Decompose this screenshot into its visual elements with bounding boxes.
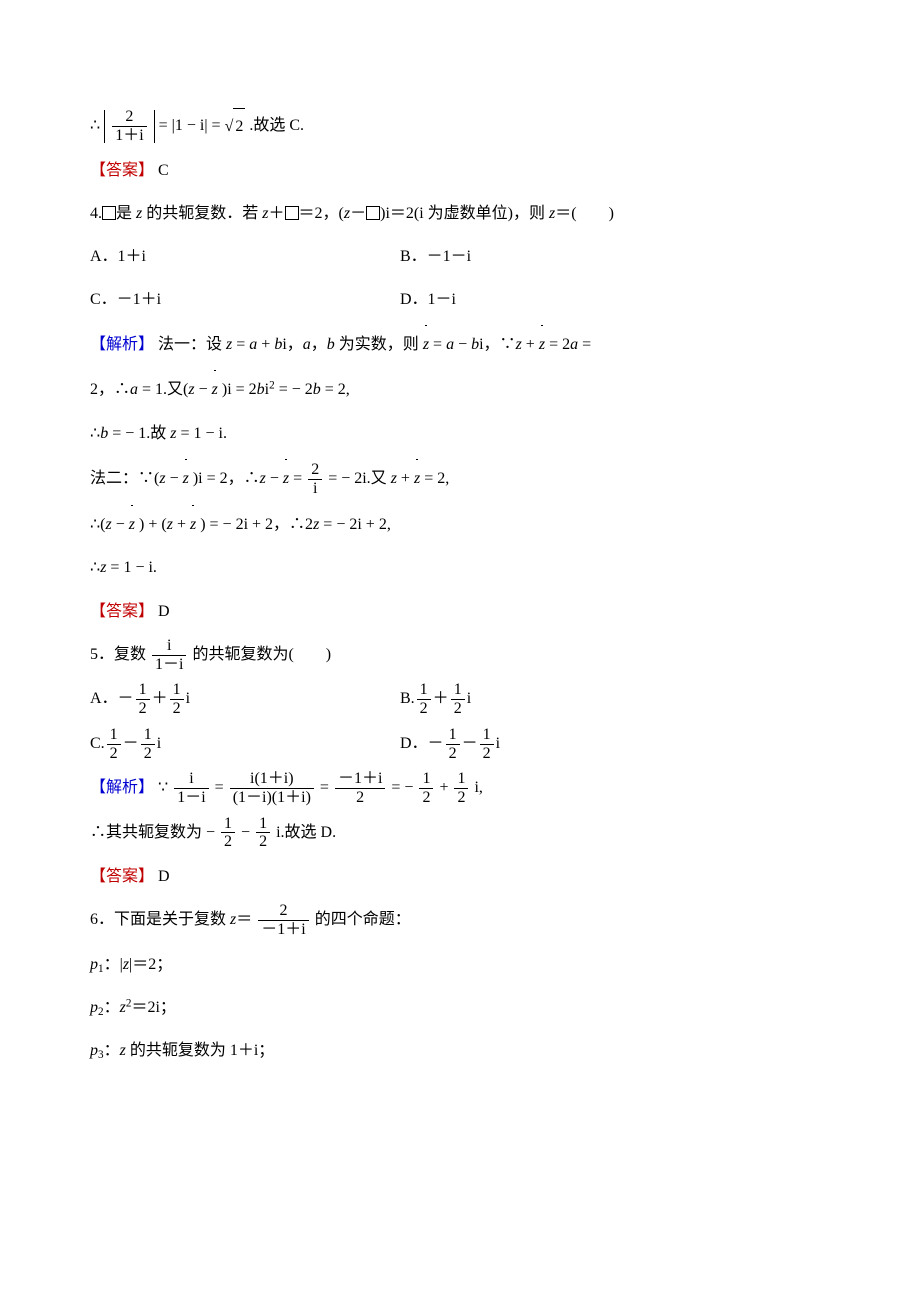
therefore: ∴ <box>90 117 100 134</box>
q6-p1: p1：|z|＝2； <box>90 947 830 982</box>
q4-opts-ab: A．1＋i B．－1－i <box>90 239 830 274</box>
abs-num: 2 <box>112 108 146 126</box>
q6-stem: 6．下面是关于复数 z＝ 2－1＋i 的四个命题： <box>90 902 830 938</box>
q4-m1-line3: ∴b = − 1.故 z = 1 − i. <box>90 416 830 451</box>
page: ∴ 2 1＋i = |1 − i| = √2 .故选 C. 【答案】 C 4.是… <box>0 0 920 1302</box>
q6-p3: p3：z 的共轭复数为 1＋i； <box>90 1033 830 1068</box>
q4-optC: C．－1＋i <box>90 291 161 308</box>
eq1: = |1 − i| = <box>159 117 225 134</box>
abs-expr: 2 1＋i <box>104 108 154 144</box>
q5-analysis: 【解析】 ∵ i1－i = i(1＋i)(1－i)(1＋i) = －1＋i2 =… <box>90 770 830 806</box>
q5-conclusion: ∴其共轭复数为 − 12 − 12 i.故选 D. <box>90 815 830 851</box>
q3-answer: 【答案】 C <box>90 153 830 188</box>
q4-opts-cd: C．－1＋i D．1－i <box>90 282 830 317</box>
q4-analysis-line1: 【解析】 法一：设 z = a + bi，a，b 为实数，则 z = a − b… <box>90 325 830 362</box>
q3-end: .故选 C. <box>249 117 304 134</box>
q6-p2: p2：z2＝2i； <box>90 990 830 1025</box>
q4-m2-line2: ∴(z − z ) + (z + z ) = − 2i + 2，∴2z = − … <box>90 505 830 542</box>
q5-answer: 【答案】 D <box>90 859 830 894</box>
q5-stem: 5．复数 i1－i 的共轭复数为( ) <box>90 637 830 673</box>
q4-m2-line1: 法二：∵(z − z )i = 2，∴z − z = 2i = − 2i.又 z… <box>90 459 830 497</box>
q5-opts-cd: C.12－12i D．－12－12i <box>90 726 830 762</box>
analysis-label: 【解析】 <box>90 336 154 353</box>
q4-optB: B．－1－i <box>400 248 471 265</box>
q4-optA: A．1＋i <box>90 248 146 265</box>
answer-c: C <box>158 162 169 179</box>
q4-optD: D．1－i <box>400 291 456 308</box>
q4-m2-line3: ∴z = 1 − i. <box>90 550 830 585</box>
q4-m1-line2: 2，∴a = 1.又(z − z )i = 2bi2 = − 2b = 2, <box>90 370 830 407</box>
answer-label: 【答案】 <box>90 162 154 179</box>
q4-answer: 【答案】 D <box>90 594 830 629</box>
q5-opts-ab: A．－12＋12i B.12＋12i <box>90 681 830 717</box>
zbox <box>102 206 116 220</box>
q4-stem: 4.是 z 的共轭复数．若 z＋＝2，(z－)i＝2(i 为虚数单位)，则 z＝… <box>90 196 830 231</box>
sqrt: √2 <box>225 108 246 144</box>
q3-derivation: ∴ 2 1＋i = |1 − i| = √2 .故选 C. <box>90 108 830 145</box>
abs-den: 1＋i <box>112 126 146 145</box>
